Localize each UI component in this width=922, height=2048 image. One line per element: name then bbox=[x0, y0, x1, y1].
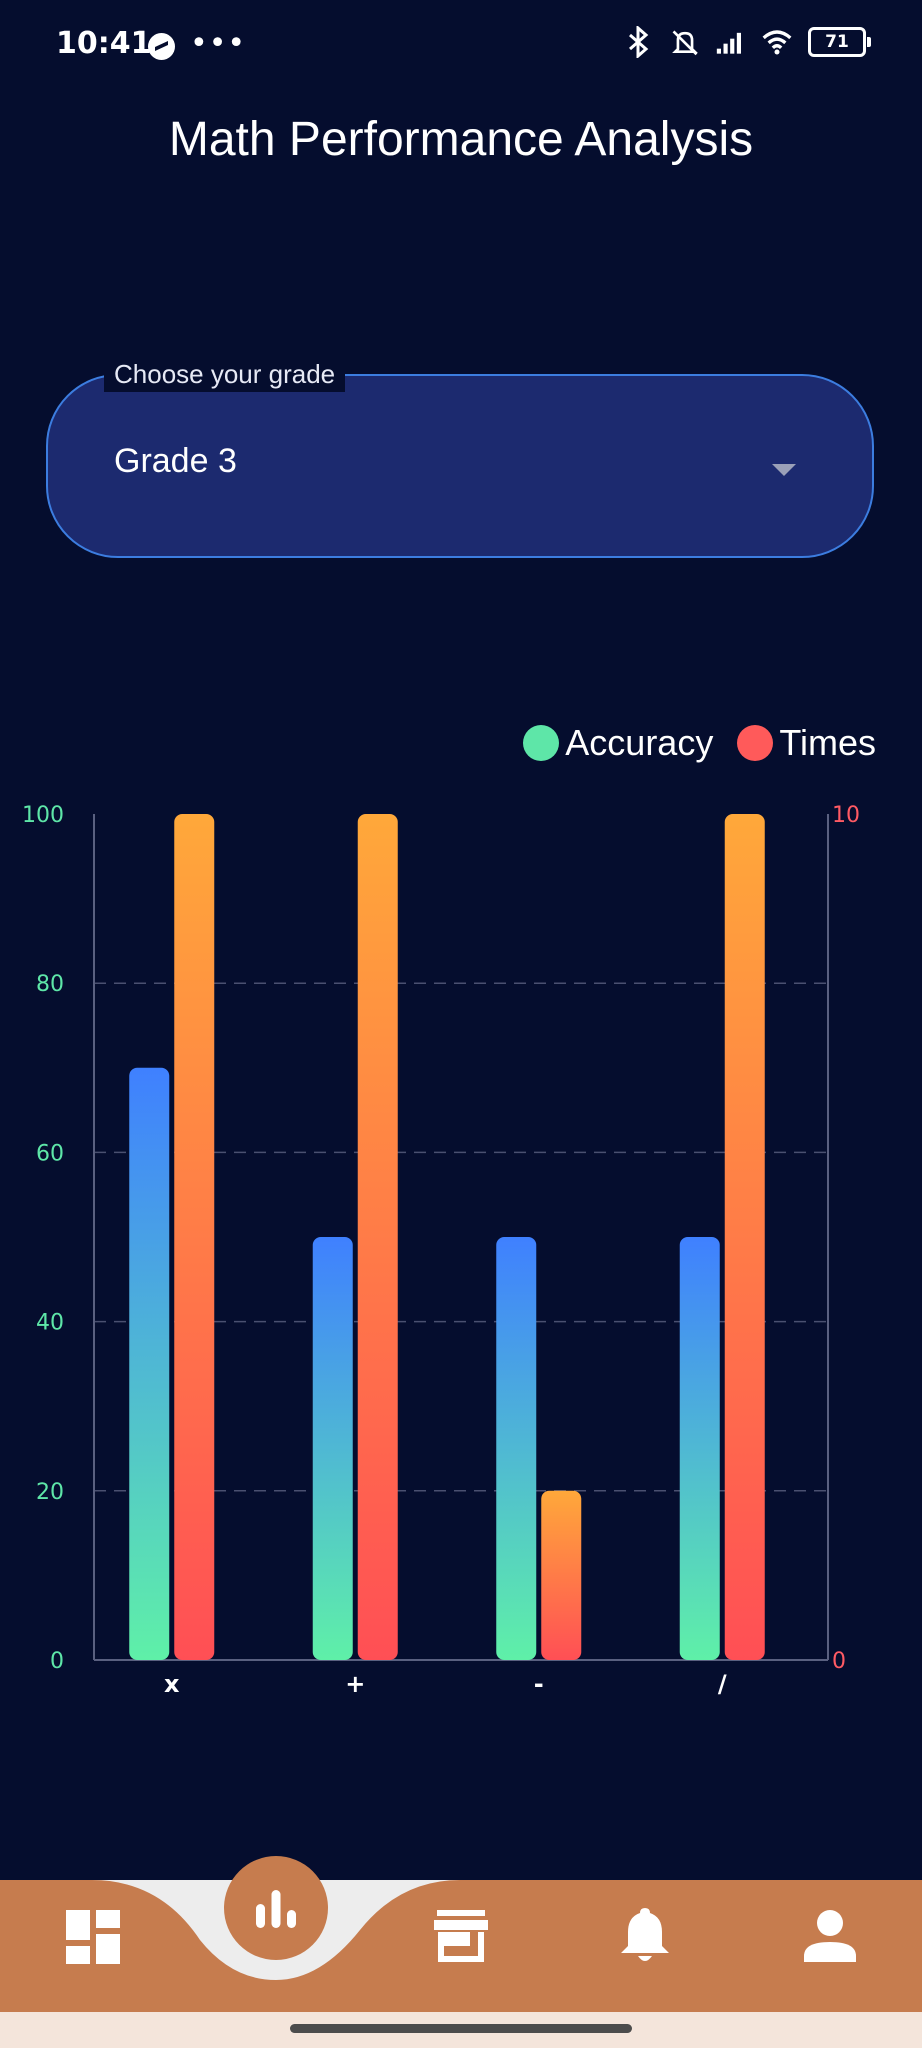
left-tick-label: 100 bbox=[22, 803, 64, 828]
bar-times-1[interactable] bbox=[357, 814, 398, 1660]
grade-select[interactable]: Choose your grade Grade 3 bbox=[46, 356, 874, 558]
x-tick-label: / bbox=[718, 1670, 727, 1698]
x-tick-label: + bbox=[345, 1670, 365, 1698]
dashboard-icon[interactable] bbox=[66, 1910, 120, 1964]
status-bar: 10:41 ••• 71 bbox=[0, 0, 922, 92]
bar-accuracy-2[interactable] bbox=[496, 1237, 537, 1660]
bar-chart-icon[interactable] bbox=[252, 1884, 300, 1932]
bell-icon[interactable] bbox=[620, 1906, 670, 1964]
home-indicator[interactable] bbox=[290, 2024, 632, 2033]
legend-item-accuracy[interactable]: Accuracy bbox=[523, 722, 713, 764]
wifi-icon bbox=[762, 30, 792, 55]
bluetooth-icon bbox=[629, 26, 649, 58]
x-tick-label: - bbox=[534, 1670, 544, 1698]
left-tick-label: 0 bbox=[50, 1649, 64, 1674]
messenger-icon bbox=[148, 33, 175, 60]
chart-labels: 0 20 40 60 80 100 0 10 x + - / bbox=[22, 803, 860, 1698]
store-icon[interactable] bbox=[434, 1910, 488, 1962]
legend-dot-accuracy bbox=[523, 725, 560, 761]
page-title: Math Performance Analysis bbox=[168, 113, 754, 166]
bar-chart: 0 20 40 60 80 100 0 10 x + - / bbox=[22, 803, 860, 1698]
bar-times-2[interactable] bbox=[541, 1490, 582, 1660]
status-time: 10:41 bbox=[56, 26, 152, 61]
chevron-down-icon[interactable] bbox=[772, 464, 796, 476]
left-tick-label: 80 bbox=[36, 972, 64, 997]
signal-icon bbox=[716, 32, 741, 54]
legend-label-times: Times bbox=[779, 722, 876, 763]
bar-times-3[interactable] bbox=[724, 814, 765, 1660]
legend-item-times[interactable]: Times bbox=[737, 722, 876, 764]
grade-select-value: Grade 3 bbox=[114, 442, 237, 480]
bar-accuracy-0[interactable] bbox=[129, 1067, 170, 1660]
bar-accuracy-1[interactable] bbox=[312, 1237, 353, 1660]
left-tick-label: 40 bbox=[36, 1311, 64, 1336]
person-icon[interactable] bbox=[804, 1910, 856, 1962]
legend-dot-times bbox=[737, 725, 774, 761]
bar-accuracy-3[interactable] bbox=[679, 1237, 720, 1660]
left-tick-label: 20 bbox=[36, 1480, 64, 1505]
left-tick-label: 60 bbox=[36, 1141, 64, 1166]
chart-legend: Accuracy Times bbox=[511, 722, 876, 764]
bar-times-0[interactable] bbox=[174, 814, 215, 1660]
battery-icon: 71 bbox=[808, 27, 871, 57]
x-tick-label: x bbox=[164, 1670, 180, 1698]
mute-icon bbox=[672, 30, 698, 56]
more-icon: ••• bbox=[190, 26, 247, 61]
right-tick-label: 0 bbox=[832, 1649, 846, 1674]
legend-label-accuracy: Accuracy bbox=[565, 722, 714, 763]
grade-select-label: Choose your grade bbox=[104, 356, 346, 392]
chart-bars bbox=[129, 814, 765, 1660]
right-tick-label: 10 bbox=[832, 803, 860, 828]
